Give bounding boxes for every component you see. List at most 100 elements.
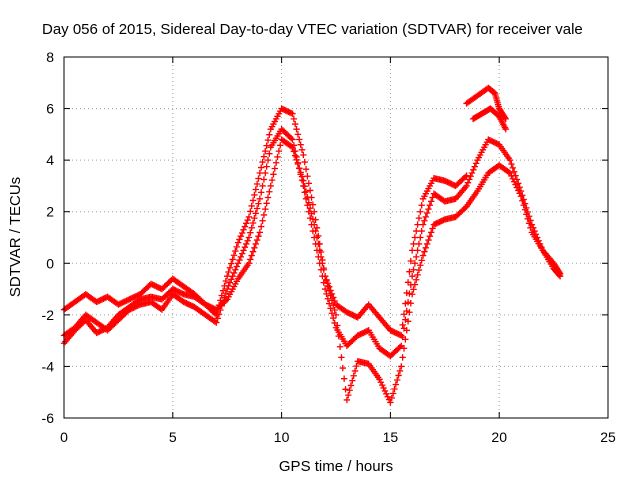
series-track-5 [469,105,509,133]
data-point [253,236,261,244]
data-point [222,297,230,304]
data-point [399,321,406,329]
data-point [421,248,428,255]
data-point [516,190,523,197]
data-point [508,160,515,168]
data-point [226,279,234,286]
data-point [313,234,321,241]
data-point [272,159,280,166]
data-point [225,282,232,290]
data-point [324,295,332,302]
data-point [214,315,221,322]
data-point [240,226,247,233]
data-point [302,188,310,195]
data-point [262,169,269,177]
data-point [243,220,250,227]
data-point [243,240,250,248]
data-point [379,381,386,389]
data-point [304,173,311,180]
data-point [245,234,253,241]
data-point [415,240,423,248]
data-point [408,291,416,298]
data-point [515,187,522,194]
data-point [376,376,383,383]
data-point [300,177,307,184]
data-point [330,314,337,322]
data-point [266,150,273,157]
chart-title: Day 056 of 2015, Sidereal Day-to-day VTE… [42,21,583,38]
x-tick-label: 10 [274,429,290,445]
data-point [417,262,424,269]
data-point [417,208,424,215]
data-point [321,272,329,280]
data-point [302,165,310,173]
data-point [422,213,429,221]
data-point [415,214,423,222]
data-point [520,196,527,203]
data-point [238,229,246,237]
data-point [228,276,235,283]
data-point [414,221,421,228]
data-point [521,206,529,213]
data-point [309,215,317,223]
data-point [236,236,243,243]
data-point [304,194,311,201]
data-point [263,142,270,149]
x-tick-label: 25 [600,429,616,445]
data-point [347,382,355,389]
data-point [252,210,259,217]
y-tick-label: -2 [42,307,55,323]
data-point [247,229,254,236]
data-point [320,266,327,273]
y-tick-label: 8 [46,49,54,65]
data-point [287,135,295,142]
data-point [262,147,269,155]
data-point [399,354,406,361]
data-point [256,229,264,236]
data-point [306,187,314,194]
data-point [512,181,519,188]
data-point [255,175,262,182]
y-axis-label: SDTVAR / TECUs [7,177,24,297]
data-point [330,301,337,309]
data-point [411,260,419,267]
data-point [506,156,514,164]
data-point [224,285,231,293]
data-point [423,209,431,217]
data-point [296,165,303,172]
data-point [248,202,255,210]
data-point [413,276,420,283]
data-point [406,268,413,275]
data-point [294,160,302,168]
data-point [287,143,295,150]
data-point [230,269,238,277]
data-point [335,332,342,340]
data-point [294,131,302,138]
data-point [321,285,329,293]
data-point [289,144,296,151]
data-point [331,306,338,314]
data-point [340,375,348,382]
data-point [241,243,249,251]
data-point [292,152,299,159]
data-point [244,216,251,224]
data-point [323,290,330,298]
data-point [259,217,266,224]
data-point [247,256,254,263]
data-point [267,182,274,190]
data-point [510,168,518,175]
data-point [400,345,408,352]
data-point [252,240,259,248]
data-point [513,184,521,191]
data-point [258,223,265,230]
data-point [258,164,265,171]
data-point [403,327,410,334]
data-point [253,205,261,212]
data-point [237,253,244,261]
data-point [349,377,356,384]
data-point [462,204,469,212]
data-point [411,281,419,288]
data-point [293,126,300,133]
data-point [270,171,277,178]
data-point [466,176,473,183]
